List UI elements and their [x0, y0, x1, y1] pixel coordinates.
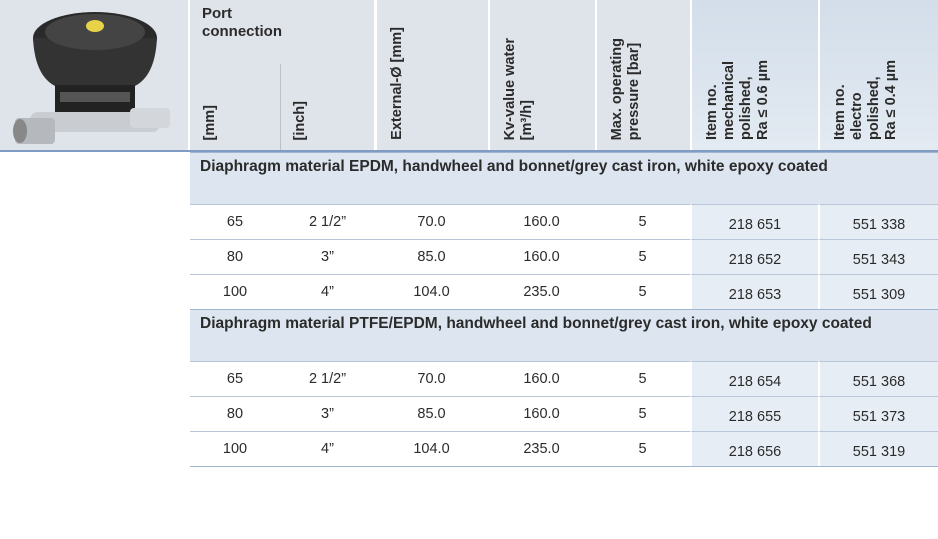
table-cell: 551 373 — [818, 396, 938, 431]
table-cell: 4” — [280, 274, 375, 309]
table-cell: 104.0 — [375, 431, 488, 466]
header-line: [m³/h] — [519, 38, 536, 140]
table-cell: 160.0 — [488, 396, 595, 431]
table-cell: 160.0 — [488, 361, 595, 396]
table-cell: 100 — [190, 274, 280, 309]
section-title: Diaphragm material EPDM, handwheel and b… — [190, 152, 938, 204]
valve-illustration — [0, 0, 188, 150]
table-cell: 235.0 — [488, 274, 595, 309]
table-cell: 551 338 — [818, 204, 938, 239]
header-line: mechanical — [721, 60, 738, 140]
table-cell: 5 — [595, 204, 690, 239]
column-header: Kv-value water[m³/h] — [490, 0, 595, 150]
table-cell: 218 653 — [690, 274, 818, 309]
header-line: electro — [849, 60, 866, 140]
table-cell: 551 309 — [818, 274, 938, 309]
header-line: Item no. — [832, 60, 849, 140]
page: Port connection [mm] [inch] External-Ø [mm… — [0, 0, 938, 539]
header-line: Ra ≤ 0.6 µm — [755, 60, 772, 140]
table-cell: 218 652 — [690, 239, 818, 274]
header-line: Ra ≤ 0.4 µm — [883, 60, 900, 140]
header-line: Max. operating — [609, 38, 626, 140]
table-cell: 235.0 — [488, 431, 595, 466]
table-cell: 160.0 — [488, 239, 595, 274]
header-line: [inch] — [292, 101, 309, 140]
table-cell: 218 654 — [690, 361, 818, 396]
table-cell: 5 — [595, 361, 690, 396]
table-cell: 70.0 — [375, 204, 488, 239]
table-cell: 5 — [595, 431, 690, 466]
port-connection-label: Port connection — [202, 5, 282, 41]
table-cell: 85.0 — [375, 396, 488, 431]
table-cell: 218 651 — [690, 204, 818, 239]
table-cell: 100 — [190, 431, 280, 466]
product-photo — [0, 0, 188, 150]
table-cell: 4” — [280, 431, 375, 466]
column-header-text: External-Ø [mm] — [389, 27, 406, 140]
table-cell: 80 — [190, 239, 280, 274]
table-cell: 2 1/2” — [280, 204, 375, 239]
table-cell: 5 — [595, 396, 690, 431]
table-cell: 2 1/2” — [280, 361, 375, 396]
table-cell: 5 — [595, 274, 690, 309]
column-header: [inch] — [280, 64, 375, 150]
header-line: polished, — [738, 60, 755, 140]
table-cell: 551 343 — [818, 239, 938, 274]
table-cell: 3” — [280, 396, 375, 431]
table-cell: 551 319 — [818, 431, 938, 466]
header-line: [mm] — [202, 105, 219, 140]
table-cell: 551 368 — [818, 361, 938, 396]
column-header-text: [mm] — [202, 105, 219, 140]
table-cell: 104.0 — [375, 274, 488, 309]
column-header: [mm] — [190, 64, 280, 150]
section-title: Diaphragm material PTFE/EPDM, handwheel … — [190, 309, 938, 361]
table-cell: 65 — [190, 361, 280, 396]
table-cell: 218 656 — [690, 431, 818, 466]
header-line: Kv-value water — [502, 38, 519, 140]
header-line: pressure [bar] — [626, 38, 643, 140]
table-cell: 70.0 — [375, 361, 488, 396]
header-line: Port — [202, 5, 282, 23]
table-bottom-rule — [190, 466, 938, 467]
table-cell: 65 — [190, 204, 280, 239]
header-line: Item no. — [704, 60, 721, 140]
header-line: External-Ø [mm] — [389, 27, 406, 140]
table-cell: 85.0 — [375, 239, 488, 274]
table-cell: 218 655 — [690, 396, 818, 431]
header-line: connection — [202, 23, 282, 41]
table-cell: 5 — [595, 239, 690, 274]
table-cell: 160.0 — [488, 204, 595, 239]
table-cell: 3” — [280, 239, 375, 274]
column-header-text: Kv-value water[m³/h] — [502, 38, 536, 140]
column-header: External-Ø [mm] — [377, 0, 488, 150]
column-header-text: [inch] — [292, 101, 309, 140]
table-cell: 80 — [190, 396, 280, 431]
header-line: polished, — [866, 60, 883, 140]
